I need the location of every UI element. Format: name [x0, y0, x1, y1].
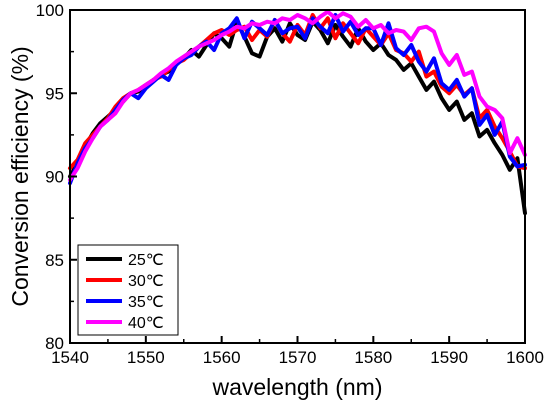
- legend: 25℃ 30℃ 35℃ 40℃: [77, 244, 179, 336]
- x-tick-label: 1550: [127, 348, 165, 367]
- legend-label-4: 40℃: [128, 315, 164, 332]
- x-tick-label: 1560: [203, 348, 241, 367]
- legend-label-2: 30℃: [128, 273, 164, 290]
- plot-lines: [68, 9, 527, 216]
- legend-label-1: 25℃: [128, 252, 164, 269]
- y-tick-label: 90: [45, 168, 64, 187]
- x-axis-title: wavelength (nm): [211, 374, 382, 400]
- series-line-4: [68, 9, 527, 182]
- y-tick-label: 100: [36, 1, 64, 20]
- x-tick-label: 1580: [354, 348, 392, 367]
- y-tick-label: 80: [45, 334, 64, 353]
- x-tick-label: 1570: [279, 348, 317, 367]
- y-tick-label: 95: [45, 84, 64, 103]
- legend-label-3: 35℃: [128, 294, 164, 311]
- y-axis-title: Conversion efficiency (%): [7, 46, 33, 306]
- x-tick-label: 1600: [506, 348, 544, 367]
- y-tick-label: 85: [45, 251, 64, 270]
- axis-ticks: [69, 9, 526, 344]
- x-tick-label: 1540: [51, 348, 89, 367]
- series-line-3: [68, 13, 527, 186]
- axis-tick-labels: 1540 1550 1560 1570 1580 1590 1600 80 85 90 95 100: [36, 1, 544, 367]
- series-line-1: [68, 19, 527, 216]
- x-tick-label: 1590: [430, 348, 468, 367]
